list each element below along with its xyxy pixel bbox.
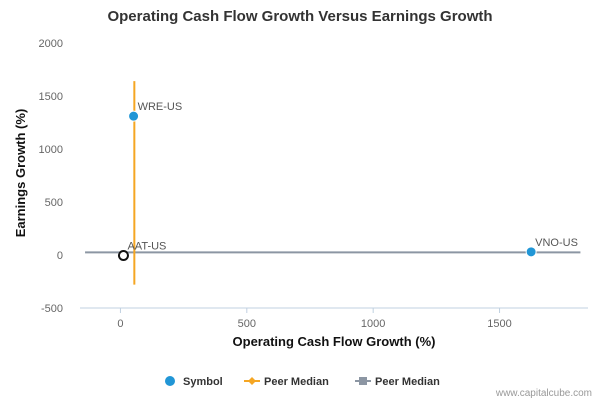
legend-circle-icon bbox=[165, 376, 175, 386]
y-tick-label: -500 bbox=[41, 303, 63, 315]
legend: Symbol Peer Median Peer Median bbox=[165, 376, 440, 388]
y-tick-label: 500 bbox=[45, 197, 63, 209]
legend-label: Symbol bbox=[183, 376, 223, 388]
y-tick-label: 1000 bbox=[39, 144, 63, 156]
x-tick-label: 500 bbox=[238, 318, 256, 330]
legend-item: Peer Median bbox=[355, 376, 440, 388]
y-tick-label: 0 bbox=[57, 250, 63, 262]
legend-diamond-icon bbox=[248, 377, 256, 385]
legend-square-icon bbox=[359, 377, 367, 385]
legend-item: Symbol bbox=[165, 376, 223, 388]
chart-title: Operating Cash Flow Growth Versus Earnin… bbox=[107, 8, 492, 25]
x-axis-title: Operating Cash Flow Growth (%) bbox=[233, 334, 436, 349]
legend-item: Peer Median bbox=[244, 376, 329, 388]
y-axis-title: Earnings Growth (%) bbox=[13, 109, 28, 238]
data-point-label: VNO-US bbox=[535, 237, 578, 249]
x-axis-ticks: 0 500 1000 1500 bbox=[117, 308, 512, 330]
legend-label: Peer Median bbox=[264, 376, 329, 388]
data-point-wre-us bbox=[128, 110, 140, 122]
x-tick-label: 1500 bbox=[487, 318, 511, 330]
data-point-label: WRE-US bbox=[138, 101, 183, 113]
data-point-label: AAT-US bbox=[127, 241, 166, 253]
y-tick-label: 2000 bbox=[39, 38, 63, 50]
legend-label: Peer Median bbox=[375, 376, 440, 388]
y-axis-ticks: -500 0 500 1000 1500 2000 bbox=[39, 38, 63, 315]
data-points: WRE-US AAT-US VNO-US bbox=[117, 101, 578, 262]
data-point-aat-us bbox=[117, 250, 129, 262]
x-tick-label: 1000 bbox=[361, 318, 385, 330]
credit-text: www.capitalcube.com bbox=[495, 388, 592, 399]
y-tick-label: 1500 bbox=[39, 91, 63, 103]
x-tick-label: 0 bbox=[117, 318, 123, 330]
data-point-vno-us bbox=[525, 246, 537, 258]
